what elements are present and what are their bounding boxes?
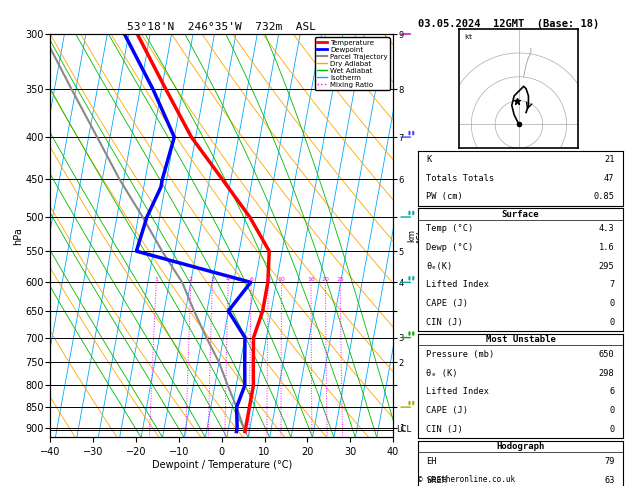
Text: © weatheronline.co.uk: © weatheronline.co.uk xyxy=(418,474,515,484)
Text: 0: 0 xyxy=(610,318,615,327)
Text: 1.6: 1.6 xyxy=(599,243,615,252)
Text: Pressure (mb): Pressure (mb) xyxy=(426,350,495,359)
Text: CIN (J): CIN (J) xyxy=(426,425,463,434)
Text: 4.3: 4.3 xyxy=(599,225,615,233)
Y-axis label: hPa: hPa xyxy=(13,227,23,244)
Text: CAPE (J): CAPE (J) xyxy=(426,406,469,415)
Text: Temp (°C): Temp (°C) xyxy=(426,225,474,233)
Text: 650: 650 xyxy=(599,350,615,359)
Y-axis label: km
ASL: km ASL xyxy=(407,228,426,243)
Text: 21: 21 xyxy=(604,156,615,164)
Text: 0.85: 0.85 xyxy=(594,192,615,201)
Text: 2: 2 xyxy=(189,278,193,282)
Text: 20: 20 xyxy=(321,278,330,282)
Text: PW (cm): PW (cm) xyxy=(426,192,463,201)
Text: Surface: Surface xyxy=(502,209,539,219)
Title: 53°18'N  246°35'W  732m  ASL: 53°18'N 246°35'W 732m ASL xyxy=(127,22,316,32)
Text: Most Unstable: Most Unstable xyxy=(486,335,555,344)
Text: Lifted Index: Lifted Index xyxy=(426,387,489,396)
Text: 03.05.2024  12GMT  (Base: 18): 03.05.2024 12GMT (Base: 18) xyxy=(418,19,599,30)
Text: K: K xyxy=(426,156,431,164)
Text: EH: EH xyxy=(426,457,437,466)
Text: 6: 6 xyxy=(249,278,253,282)
Text: 47: 47 xyxy=(604,174,615,183)
Text: kt: kt xyxy=(464,34,472,40)
Text: 4: 4 xyxy=(226,278,230,282)
Text: 8: 8 xyxy=(266,278,270,282)
Legend: Temperature, Dewpoint, Parcel Trajectory, Dry Adiabat, Wet Adiabat, Isotherm, Mi: Temperature, Dewpoint, Parcel Trajectory… xyxy=(314,37,389,90)
Text: Lifted Index: Lifted Index xyxy=(426,280,489,289)
Text: 298: 298 xyxy=(599,368,615,378)
Text: CIN (J): CIN (J) xyxy=(426,318,463,327)
X-axis label: Dewpoint / Temperature (°C): Dewpoint / Temperature (°C) xyxy=(152,460,292,470)
Text: θₑ(K): θₑ(K) xyxy=(426,262,453,271)
Text: θₑ (K): θₑ (K) xyxy=(426,368,458,378)
Text: Dewp (°C): Dewp (°C) xyxy=(426,243,474,252)
Text: Totals Totals: Totals Totals xyxy=(426,174,495,183)
Text: 0: 0 xyxy=(610,299,615,308)
Text: Hodograph: Hodograph xyxy=(496,442,545,451)
Text: 0: 0 xyxy=(610,406,615,415)
Text: 25: 25 xyxy=(337,278,344,282)
Text: 10: 10 xyxy=(278,278,286,282)
Text: LCL: LCL xyxy=(396,425,411,434)
Text: CAPE (J): CAPE (J) xyxy=(426,299,469,308)
Text: 6: 6 xyxy=(610,387,615,396)
Text: 7: 7 xyxy=(610,280,615,289)
Text: 16: 16 xyxy=(307,278,315,282)
Text: 295: 295 xyxy=(599,262,615,271)
Text: 63: 63 xyxy=(604,476,615,485)
Text: 79: 79 xyxy=(604,457,615,466)
Text: 0: 0 xyxy=(610,425,615,434)
Text: 3: 3 xyxy=(210,278,214,282)
Text: 1: 1 xyxy=(154,278,158,282)
Text: SREH: SREH xyxy=(426,476,447,485)
